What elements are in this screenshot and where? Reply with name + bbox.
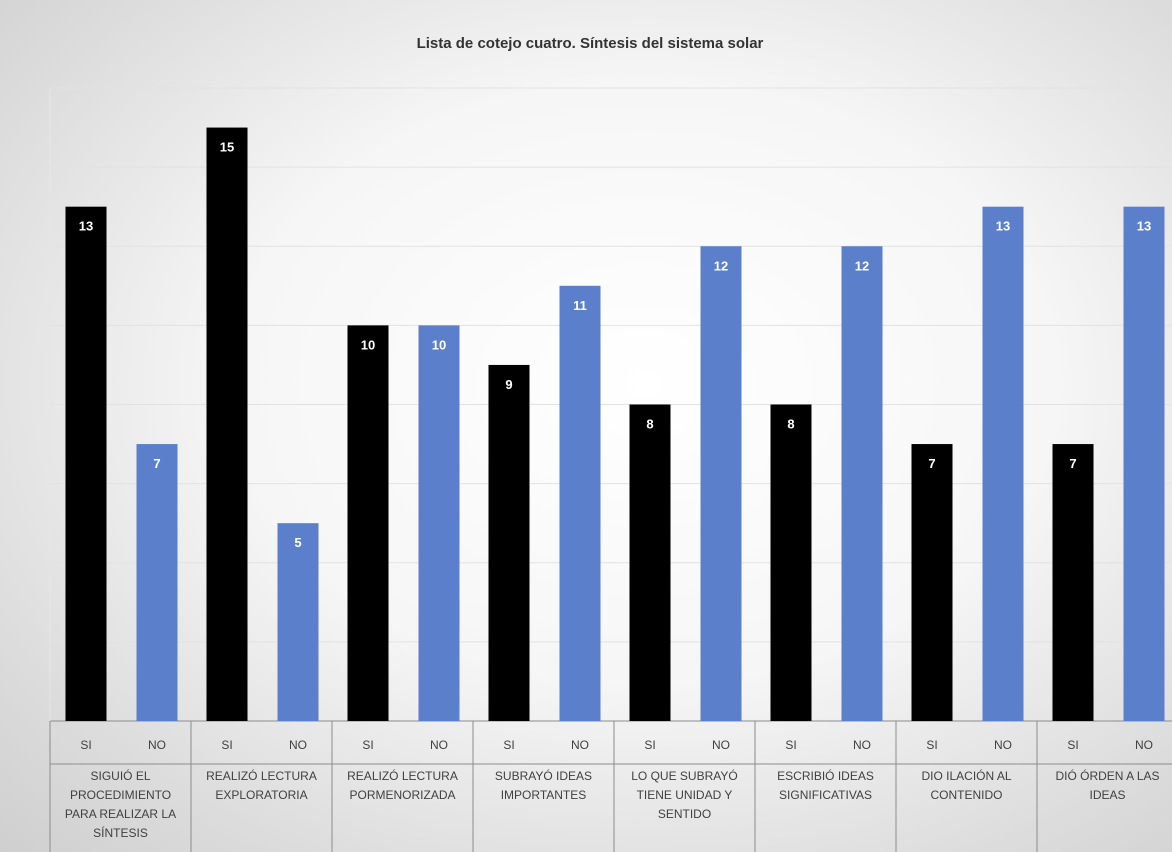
data-labels: 13 7 15 5 10 10 9 11 8 12 8 12 7 13 7 13 xyxy=(79,140,1151,551)
data-label: 11 xyxy=(573,298,587,313)
category-axis: SI NO SIGUIÓ EL PROCEDIMIENTO PARA REALIZAR … xyxy=(49,721,1172,852)
bar-no xyxy=(136,444,178,721)
series-tick-label: NO xyxy=(148,738,166,752)
category-label: REALIZÓ LECTURA xyxy=(206,768,317,783)
category-label: DIO ILACIÓN AL xyxy=(921,768,1011,783)
category-label: ESCRIBIÓ IDEAS xyxy=(777,768,874,783)
series-tick-label: SI xyxy=(785,738,796,752)
category-label: TIENE UNIDAD Y xyxy=(637,788,733,802)
data-label: 9 xyxy=(505,377,512,392)
series-tick-label: NO xyxy=(994,738,1012,752)
bars xyxy=(65,127,1165,721)
series-tick-label: NO xyxy=(430,738,448,752)
series-tick-label: SI xyxy=(221,738,232,752)
data-label: 8 xyxy=(646,417,653,432)
bar-si xyxy=(911,444,953,721)
series-tick-label: SI xyxy=(1067,738,1078,752)
category-label: SIGNIFICATIVAS xyxy=(779,788,872,802)
bar-no xyxy=(277,523,319,721)
series-tick-label: NO xyxy=(571,738,589,752)
category-label: PARA REALIZAR LA xyxy=(65,807,176,821)
bar-si xyxy=(65,206,107,721)
category-label: EXPLORATORIA xyxy=(215,788,307,802)
data-label: 7 xyxy=(928,456,935,471)
series-tick-label: SI xyxy=(362,738,373,752)
category-label: IDEAS xyxy=(1089,788,1125,802)
data-label: 13 xyxy=(79,219,93,234)
category-label: SÍNTESIS xyxy=(93,825,148,840)
series-tick-label: NO xyxy=(853,738,871,752)
category-label: SUBRAYÓ IDEAS xyxy=(495,768,592,783)
series-tick-label: SI xyxy=(926,738,937,752)
series-tick-label: SI xyxy=(644,738,655,752)
data-label: 10 xyxy=(361,337,375,352)
data-label: 12 xyxy=(714,258,728,273)
data-label: 15 xyxy=(220,140,234,155)
bar-si xyxy=(347,325,389,721)
data-label: 13 xyxy=(1137,219,1151,234)
data-label: 13 xyxy=(996,219,1010,234)
category-label: DIÓ ÓRDEN A LAS xyxy=(1055,768,1159,783)
series-tick-label: NO xyxy=(1135,738,1153,752)
bar-si xyxy=(629,404,671,721)
bar-no xyxy=(982,206,1024,721)
data-label: 7 xyxy=(153,456,160,471)
data-label: 8 xyxy=(787,417,794,432)
category-label: SIGUIÓ EL xyxy=(90,768,150,783)
data-label: 7 xyxy=(1069,456,1076,471)
data-label: 12 xyxy=(855,258,869,273)
category-label: SENTIDO xyxy=(658,807,711,821)
chart-title: Lista de cotejo cuatro. Síntesis del sis… xyxy=(417,35,764,52)
bar-no xyxy=(841,246,883,721)
series-tick-label: SI xyxy=(503,738,514,752)
data-label: 5 xyxy=(294,535,301,550)
bar-si xyxy=(488,364,530,721)
series-tick-label: NO xyxy=(289,738,307,752)
category-label: PORMENORIZADA xyxy=(349,788,455,802)
bar-si xyxy=(206,127,248,721)
category-label: CONTENIDO xyxy=(931,788,1003,802)
bar-no xyxy=(559,285,601,721)
bar-no xyxy=(418,325,460,721)
bar-si xyxy=(1052,444,1094,721)
series-tick-label: NO xyxy=(712,738,730,752)
bar-si xyxy=(770,404,812,721)
bar-no xyxy=(1123,206,1165,721)
data-label: 10 xyxy=(432,337,446,352)
series-tick-label: SI xyxy=(80,738,91,752)
category-label: REALIZÓ LECTURA xyxy=(347,768,458,783)
category-label: IMPORTANTES xyxy=(501,788,587,802)
bar-no xyxy=(700,246,742,721)
category-label: LO QUE SUBRAYÓ xyxy=(631,768,737,783)
category-label: PROCEDIMIENTO xyxy=(70,788,171,802)
